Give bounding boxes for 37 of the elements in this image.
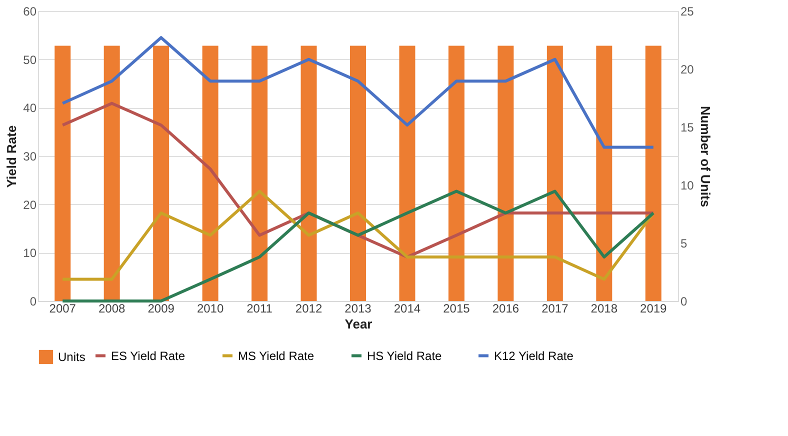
- y-tick-label: 10: [23, 246, 37, 260]
- x-tick-label: 2010: [196, 302, 224, 316]
- y-tick-label: 50: [23, 52, 37, 67]
- x-tick-label: 2019: [640, 302, 668, 316]
- x-tick-label: 2014: [394, 302, 421, 316]
- y-tick-label: 20: [23, 198, 37, 212]
- y-tick-label: 30: [23, 150, 37, 164]
- y2-tick-label: 20: [680, 62, 694, 76]
- legend-label: MS Yield Rate: [238, 348, 314, 363]
- x-tick-label: 2008: [98, 302, 126, 316]
- legend-label: Units: [58, 350, 86, 364]
- x-tick-label: 2009: [148, 302, 175, 316]
- x-tick-label: 2016: [492, 302, 520, 316]
- y-tick-label: 60: [23, 4, 37, 18]
- line-series: [61, 190, 655, 302]
- y2-axis-title: Number of Units: [698, 106, 713, 208]
- x-tick-label: 2015: [443, 302, 470, 316]
- x-tick-label: 2017: [542, 302, 569, 316]
- line-series: [61, 36, 655, 149]
- y2-tick-label: 15: [680, 120, 694, 134]
- x-tick-label: 2018: [590, 302, 618, 316]
- x-tick-label: 2007: [49, 302, 76, 316]
- y-tick-label: 40: [23, 101, 37, 116]
- legend-label: K12 Yield Rate: [494, 348, 574, 363]
- y2-tick-label: 25: [680, 4, 694, 18]
- y-axis-title: Yield Rate: [4, 125, 20, 188]
- legend-label: ES Yield Rate: [111, 348, 186, 363]
- x-tick-label: 2013: [344, 302, 372, 316]
- y-tick-label: 0: [30, 294, 37, 308]
- y2-tick-label: 0: [680, 294, 688, 308]
- x-tick-label: 2011: [246, 302, 273, 316]
- line-series: [61, 190, 655, 281]
- legend-label: HS Yield Rate: [367, 348, 442, 363]
- y2-tick-label: 5: [680, 236, 688, 250]
- y2-tick-label: 10: [680, 178, 694, 192]
- x-axis-title: Year: [344, 316, 372, 332]
- x-tick-label: 2012: [295, 302, 322, 316]
